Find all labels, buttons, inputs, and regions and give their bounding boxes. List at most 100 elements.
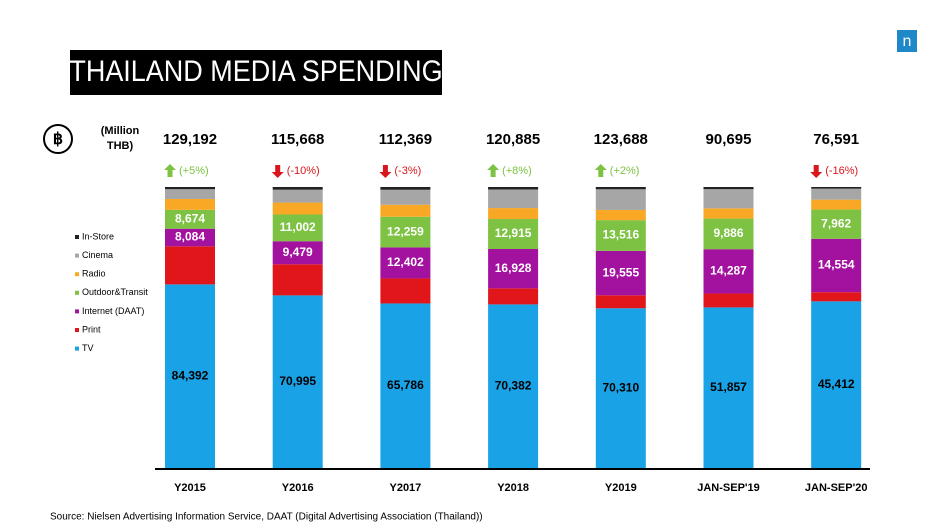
bar-segment	[165, 228, 215, 247]
bar-segment	[488, 189, 539, 209]
source: Source: Nielsen Advertising Information …	[50, 512, 483, 523]
bar-segment	[703, 218, 754, 250]
unit-label: (Million	[101, 125, 140, 137]
total-label: 76,591	[813, 131, 859, 148]
bar-segment	[272, 187, 323, 190]
bar-segment	[272, 241, 323, 265]
bar-segment	[272, 202, 323, 215]
bar-segment	[488, 208, 539, 219]
bar-segment	[703, 189, 754, 209]
bar-segment	[811, 238, 862, 293]
x-tick-label: Y2015	[174, 482, 206, 494]
bar-segment	[595, 308, 646, 468]
data-label: 45,412	[818, 377, 855, 391]
bar-segment	[488, 249, 539, 289]
change-arrow	[271, 165, 284, 178]
bar-segment	[595, 209, 646, 221]
x-tick-label: Y2018	[497, 482, 529, 494]
data-label: 84,392	[172, 368, 209, 382]
bar-segment	[703, 307, 754, 468]
bar-segment	[811, 292, 862, 302]
total-label: 123,688	[594, 131, 648, 148]
unit-label: THB)	[107, 140, 134, 152]
data-label: 7,962	[821, 216, 851, 230]
bar-segment	[811, 209, 862, 239]
legend-swatch	[75, 346, 79, 351]
x-tick-label: Y2016	[282, 482, 314, 494]
data-label: 11,002	[280, 220, 316, 234]
total-label: 115,668	[271, 131, 324, 148]
bar-segment	[272, 295, 323, 468]
change-label: (+2%)	[610, 165, 640, 177]
x-tick-label: JAN-SEP'19	[697, 482, 760, 494]
data-label: 65,786	[387, 378, 424, 392]
total-label: 120,885	[486, 131, 540, 148]
change-arrow	[164, 164, 176, 177]
bar-segment	[380, 247, 431, 279]
data-label: 70,382	[495, 378, 532, 392]
data-label: 12,259	[387, 224, 424, 238]
bar-segment	[165, 198, 215, 210]
change-label: (-3%)	[394, 165, 421, 177]
legend-swatch	[75, 235, 79, 239]
bar-segment	[488, 187, 539, 190]
change-label: (-16%)	[825, 165, 858, 177]
legend-label: TV	[82, 343, 94, 353]
change-label: (+5%)	[179, 165, 209, 177]
x-tick-label: JAN-SEP'20	[805, 482, 868, 494]
bar-segment	[703, 293, 754, 308]
total-label: 112,369	[379, 131, 432, 148]
total-label: 90,695	[706, 131, 752, 148]
data-label: 16,928	[495, 261, 532, 275]
currency-icon	[43, 124, 73, 154]
legend-swatch	[75, 253, 79, 258]
bar-segment	[165, 209, 215, 229]
bar-segment	[703, 249, 754, 294]
data-label: 9,886	[713, 226, 743, 240]
bar-segment	[272, 189, 323, 203]
bar-segment	[380, 278, 431, 304]
change-label: (+8%)	[502, 165, 532, 177]
legend-swatch	[75, 290, 79, 295]
data-label: 12,915	[495, 226, 532, 240]
bar-segment	[380, 189, 431, 205]
bar-segment	[595, 250, 646, 296]
bar-segment	[811, 187, 862, 189]
x-tick-label: Y2019	[605, 482, 637, 494]
bar-segment	[488, 304, 539, 468]
legend-label: In-Store	[82, 231, 114, 241]
bar-segment	[703, 187, 754, 190]
bar-segment	[811, 301, 862, 468]
chart-title: THAILAND MEDIA SPENDING	[69, 55, 442, 89]
legend-swatch	[75, 272, 79, 277]
data-label: 51,857	[710, 380, 747, 394]
legend-label: Radio	[82, 269, 106, 279]
bar-segment	[595, 220, 646, 251]
data-label: 8,084	[175, 230, 205, 244]
bar-segment	[272, 214, 323, 242]
change-arrow	[594, 164, 607, 177]
x-tick-label: Y2017	[389, 482, 421, 494]
data-label: 14,287	[710, 264, 747, 278]
total-label: 129,192	[163, 131, 217, 148]
data-label: 13,516	[602, 228, 639, 242]
change-arrow	[379, 165, 392, 178]
legend-swatch	[75, 328, 79, 332]
bar-segment	[380, 187, 431, 190]
data-label: 9,479	[283, 245, 313, 259]
change-arrow	[810, 165, 823, 178]
bar-segment	[165, 189, 215, 199]
bar-segment	[165, 187, 215, 190]
bar-segment	[488, 288, 539, 305]
bar-segment	[380, 216, 431, 248]
bar-segment	[595, 189, 646, 210]
legend-label: Outdoor&Transit	[82, 287, 148, 297]
data-label: 8,674	[175, 211, 205, 225]
change-label: (-10%)	[287, 165, 320, 177]
bar-segment	[703, 208, 754, 219]
bar-segment	[811, 199, 862, 210]
bar-segment	[595, 187, 646, 190]
bar-segment	[380, 303, 431, 468]
data-label: 12,402	[387, 255, 424, 269]
